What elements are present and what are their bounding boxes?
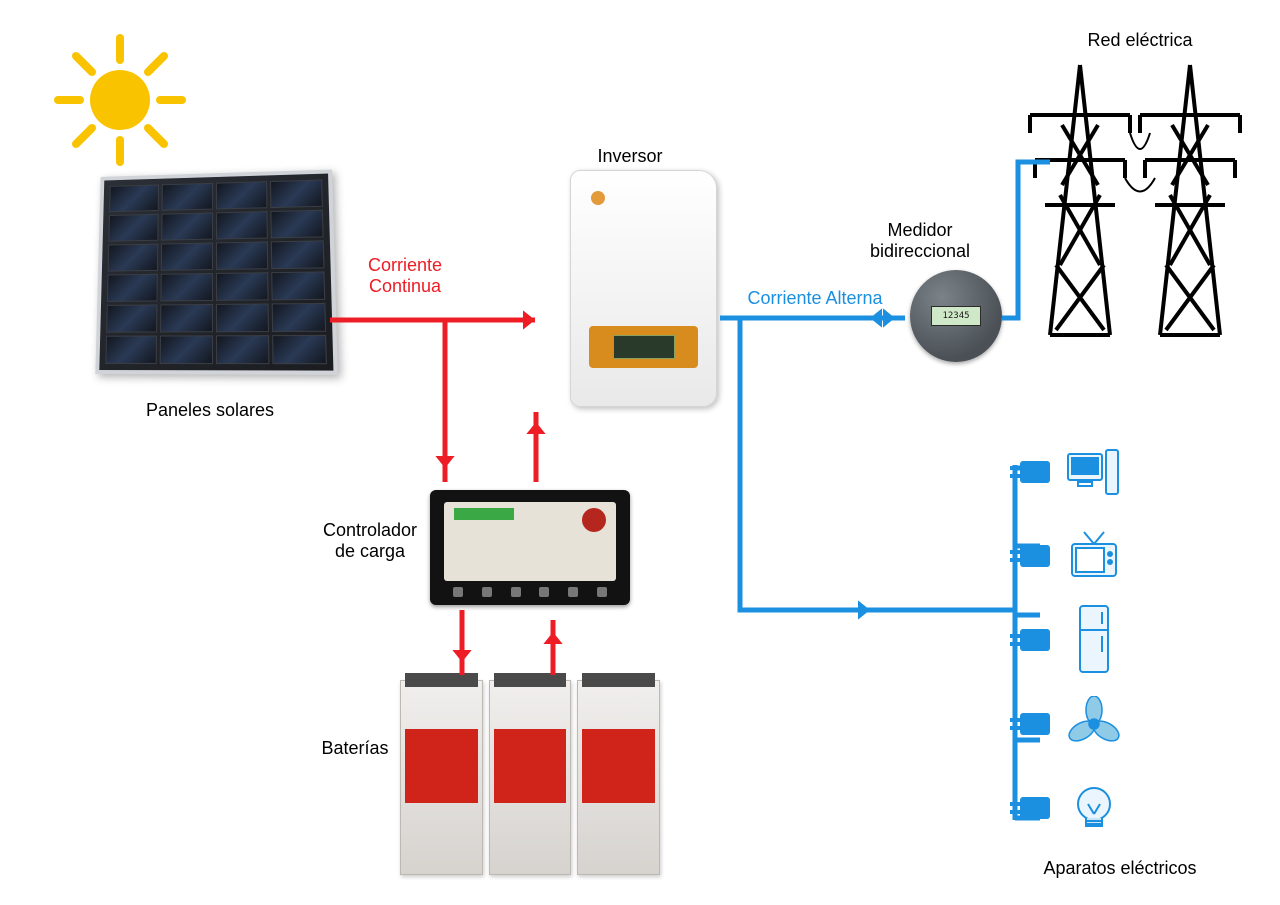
computer-icon xyxy=(1066,444,1122,500)
inverter xyxy=(570,170,717,407)
fan-icon xyxy=(1066,696,1122,752)
appliance-computer xyxy=(1020,440,1200,504)
label-meter: Medidor bidireccional xyxy=(855,220,985,262)
label-ac-current: Corriente Alterna xyxy=(730,288,900,309)
plug-icon xyxy=(1020,713,1050,735)
appliance-tv xyxy=(1020,524,1200,588)
bulb-icon xyxy=(1066,780,1122,836)
appliance-fridge xyxy=(1020,608,1200,672)
fridge-icon xyxy=(1066,612,1122,668)
plug-icon xyxy=(1020,797,1050,819)
label-inverter: Inversor xyxy=(575,146,685,167)
label-solar-panels: Paneles solares xyxy=(130,400,290,421)
appliance-fan xyxy=(1020,692,1200,756)
meter-reading: 12345 xyxy=(931,306,981,326)
plug-icon xyxy=(1020,461,1050,483)
power-grid-icon xyxy=(1020,55,1250,355)
label-grid: Red eléctrica xyxy=(1070,30,1210,51)
bidirectional-meter: 12345 xyxy=(910,270,1002,362)
sun-icon xyxy=(50,30,190,170)
tv-icon xyxy=(1066,528,1122,584)
label-batteries: Baterías xyxy=(310,738,400,759)
label-appliances: Aparatos eléctricos xyxy=(1020,858,1220,879)
label-controller: Controlador de carga xyxy=(310,520,430,562)
appliance-list xyxy=(1020,440,1200,840)
label-dc-current: Corriente Continua xyxy=(350,255,460,297)
charge-controller xyxy=(430,490,630,605)
plug-icon xyxy=(1020,629,1050,651)
plug-icon xyxy=(1020,545,1050,567)
appliance-bulb xyxy=(1020,776,1200,840)
batteries xyxy=(400,680,660,875)
solar-panel xyxy=(95,170,338,375)
